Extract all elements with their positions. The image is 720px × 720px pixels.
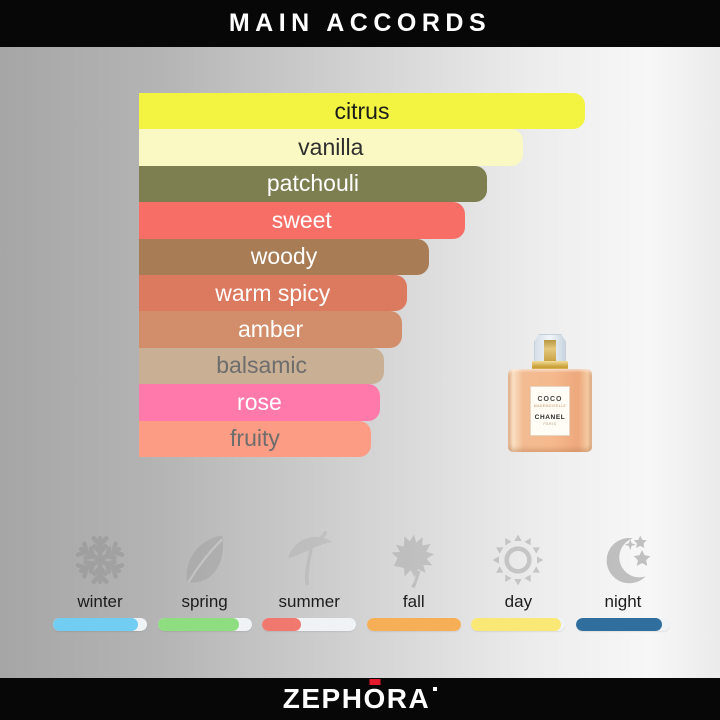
spring-progress-bar [157, 618, 252, 631]
accord-row: patchouli [139, 165, 585, 203]
moon-stars-icon [606, 535, 651, 584]
season-label: fall [402, 592, 425, 611]
day-progress-bar [471, 618, 566, 631]
season-column-summer: summer [262, 531, 357, 631]
bottle-label-line3: CHANEL [534, 414, 566, 421]
perfume-bottle-image: COCO MADEMOISELLE CHANEL PARIS [508, 334, 592, 452]
logo-bottle-o: O [363, 683, 387, 714]
accord-bar-vanilla: vanilla [139, 129, 523, 166]
leaf-icon [186, 535, 223, 583]
page-title: MAIN ACCORDS [228, 9, 492, 37]
bottle-label-line2: MADEMOISELLE [533, 404, 567, 408]
bottle-sprayer [544, 340, 556, 362]
accord-label: patchouli [266, 170, 359, 197]
season-label: night [604, 592, 642, 611]
accord-row: balsamic [139, 347, 585, 385]
accord-row: vanilla [139, 129, 585, 166]
season-label: day [504, 592, 533, 611]
accord-label: fruity [230, 425, 280, 452]
bottle-label: COCO MADEMOISELLE CHANEL PARIS [530, 386, 570, 436]
maple-leaf-icon [391, 534, 434, 589]
logo-text-prefix: ZEPH [282, 683, 364, 714]
season-column-winter: winter [53, 531, 147, 631]
progress-fill [157, 618, 240, 631]
accord-label: citrus [334, 97, 390, 124]
accord-row: woody [139, 238, 585, 275]
progress-fill [262, 618, 301, 631]
accord-row: fruity [139, 420, 585, 457]
winter-progress-bar [53, 618, 147, 631]
progress-fill [366, 618, 461, 631]
beach-umbrella-icon [288, 531, 333, 586]
season-label: winter [77, 592, 123, 611]
accord-row: amber [139, 311, 585, 348]
header-bar: MAIN ACCORDS [0, 0, 720, 47]
accord-row: sweet [139, 202, 585, 239]
season-column-day: day [471, 531, 566, 631]
night-progress-bar [575, 618, 670, 631]
season-column-fall: fall [366, 531, 461, 631]
accord-bar-patchouli: patchouli [139, 165, 487, 203]
main-accords-chart: citrus vanilla patchouli sweet woody war… [139, 93, 585, 457]
accord-label: vanilla [298, 134, 364, 161]
progress-fill [53, 618, 138, 631]
accord-bar-rose: rose [139, 384, 380, 421]
fall-progress-bar [366, 618, 461, 631]
accord-bar-balsamic: balsamic [139, 347, 385, 385]
summer-progress-bar [262, 618, 357, 631]
progress-fill [471, 618, 561, 631]
accord-bar-amber: amber [139, 311, 403, 348]
sun-icon [493, 534, 544, 586]
season-column-night: night [575, 531, 670, 631]
accord-bar-woody: woody [139, 238, 429, 275]
accord-bar-fruity: fruity [139, 420, 371, 457]
seasons-row: winter spring summer [53, 531, 670, 631]
bottle-label-line4: PARIS [543, 422, 557, 426]
footer-bar: ZEPH O RA [0, 678, 720, 720]
accord-label: warm spicy [215, 279, 331, 306]
brand-logo: ZEPH O RA [282, 683, 438, 715]
accord-label: woody [250, 243, 318, 270]
bottle-gold-collar [532, 361, 568, 370]
accord-label: amber [237, 316, 304, 343]
accord-row: citrus [139, 93, 585, 130]
accord-bar-sweet: sweet [139, 202, 465, 239]
registered-mark-icon [433, 687, 438, 691]
accord-label: rose [237, 388, 282, 415]
accord-bar-citrus: citrus [139, 93, 585, 130]
snowflake-icon [75, 535, 125, 585]
season-column-spring: spring [157, 531, 252, 631]
accord-label: sweet [271, 206, 332, 233]
accord-label: balsamic [216, 352, 308, 379]
accord-bar-warm-spicy: warm spicy [139, 274, 407, 312]
season-label: spring [181, 592, 228, 611]
progress-fill [575, 618, 662, 631]
accord-row: rose [139, 384, 585, 421]
bottle-label-line1: COCO [537, 396, 563, 403]
accord-row: warm spicy [139, 274, 585, 312]
logo-text-suffix: RA [386, 683, 431, 714]
season-label: summer [278, 592, 340, 611]
